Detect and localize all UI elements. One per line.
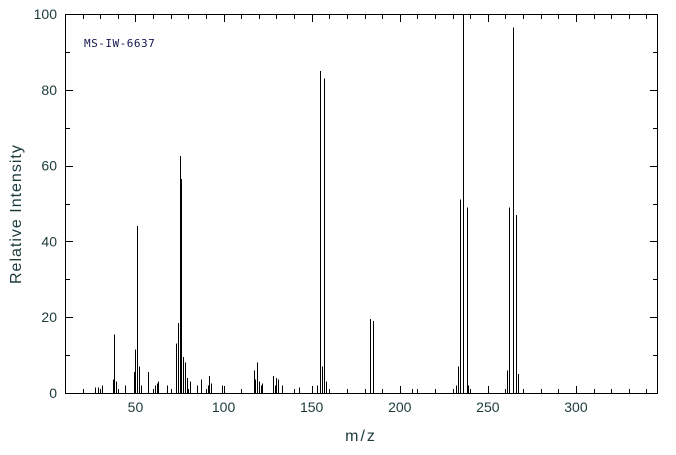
x-axis-label: m/z (345, 428, 377, 445)
x-tick-label: 150 (300, 399, 324, 415)
y-tick-label: 20 (41, 309, 57, 325)
x-tick-label: 250 (476, 399, 500, 415)
plot-frame (65, 14, 658, 394)
spectrum-peaks (95, 14, 519, 393)
x-tick-labels: 50 100 150 200 250 300 (128, 399, 588, 415)
x-tick-label: 100 (212, 399, 236, 415)
x-tick-label: 50 (128, 399, 144, 415)
y-tick-label: 40 (41, 233, 57, 249)
y-tick-label: 100 (34, 6, 58, 22)
x-tick-label: 300 (564, 399, 588, 415)
y-axis-label: Relative Intensity (8, 144, 25, 284)
tick-marks (65, 14, 657, 394)
y-tick-label: 0 (49, 385, 57, 401)
y-tick-label: 80 (41, 82, 57, 98)
y-tick-label: 60 (41, 158, 57, 174)
x-tick-label: 200 (388, 399, 412, 415)
y-tick-labels: 0 20 40 60 80 100 (34, 6, 58, 401)
spectrum-id-annotation: MS-IW-6637 (84, 37, 156, 50)
